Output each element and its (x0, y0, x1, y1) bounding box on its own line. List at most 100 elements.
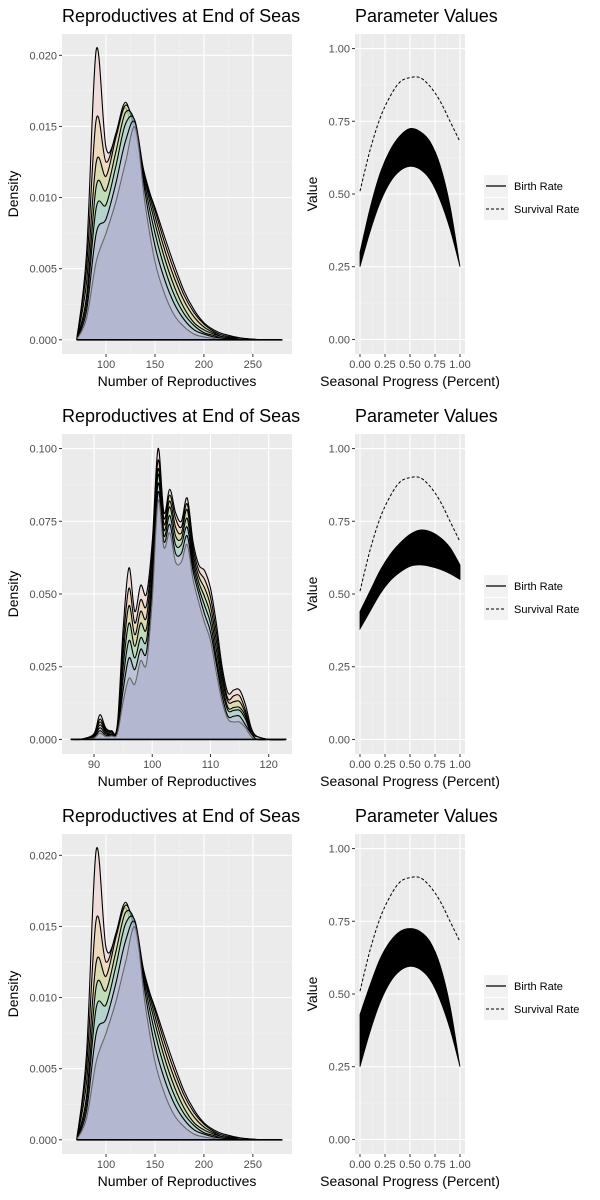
x-axis-label: Number of Reproductives (98, 373, 257, 389)
density-area (70, 491, 287, 740)
y-tick-label: 1.00 (329, 44, 350, 56)
y-tick-label: 1.00 (329, 444, 350, 456)
density-area (76, 916, 283, 1140)
gridlines (355, 834, 465, 1154)
x-tick-label: 0.25 (374, 359, 395, 371)
density-area (76, 910, 283, 1140)
x-tick-label: 0.75 (424, 759, 445, 771)
x-tick-label: 0.75 (424, 359, 445, 371)
y-tick-label: 0.00 (329, 734, 350, 746)
density-area (70, 499, 287, 740)
y-tick-label: 0.25 (329, 1062, 350, 1074)
chart-title: Reproductives at End of Seas (62, 406, 300, 426)
y-axis-label: Density (5, 971, 21, 1018)
x-tick-label: 0.50 (399, 359, 420, 371)
x-tick-label: 250 (244, 1159, 262, 1171)
y-tick-label: 0.050 (29, 589, 57, 601)
x-tick-label: 0.75 (424, 1159, 445, 1171)
density-series (76, 847, 283, 1141)
x-tick-label: 1.00 (449, 359, 470, 371)
density-line (76, 109, 283, 341)
x-tick-label: 150 (146, 359, 164, 371)
density-area (76, 921, 283, 1140)
y-tick-label: 0.00 (329, 1134, 350, 1146)
density-area (76, 105, 283, 340)
legend: Birth Rate Survival Rate (484, 175, 579, 220)
y-tick-label: 0.005 (29, 264, 57, 276)
x-tick-label: 120 (260, 759, 278, 771)
y-tick-label: 0.010 (29, 993, 57, 1005)
survival-rate-line (359, 76, 461, 192)
legend-label: Birth Rate (514, 981, 563, 993)
parameter-chart: 0.00 0.25 0.50 0.75 1.00 0.00 0.25 0.50 0.75 1.00… (304, 806, 500, 1189)
parameter-chart: 0.00 0.25 0.50 0.75 1.00 0.00 0.25 0.50 0.75 1.00… (304, 6, 500, 389)
chart-title: Parameter Values (355, 406, 498, 426)
density-line (70, 468, 287, 741)
x-tick-label: 100 (97, 1159, 115, 1171)
x-tick-label: 0.50 (399, 759, 420, 771)
y-tick-label: 0.000 (29, 1135, 57, 1147)
x-axis-label: Seasonal Progress (Percent) (320, 373, 500, 389)
y-tick-label: 0.00 (329, 334, 350, 346)
birth-rate-band (359, 529, 461, 631)
density-area (76, 902, 283, 1140)
y-tick-label: 0.000 (29, 335, 57, 347)
y-tick-label: 0.25 (329, 262, 350, 274)
density-chart: 90 100 110 120 0.000 0.025 0.050 0.075 0.100 Repr… (5, 406, 300, 789)
y-axis-label: Value (304, 176, 320, 211)
x-tick-label: 150 (146, 1159, 164, 1171)
y-tick-label: 0.000 (29, 734, 57, 746)
density-line (76, 920, 283, 1141)
y-tick-label: 0.005 (29, 1064, 57, 1076)
density-line (76, 120, 283, 341)
density-area (76, 126, 283, 340)
survival-rate-line (359, 476, 461, 592)
density-line (76, 847, 283, 1141)
y-tick-label: 0.020 (29, 850, 57, 862)
x-tick-label: 0.25 (374, 1159, 395, 1171)
x-tick-label: 90 (88, 759, 100, 771)
y-tick-label: 0.25 (329, 662, 350, 674)
density-area (76, 47, 283, 340)
density-area (70, 474, 287, 740)
x-tick-label: 100 (143, 759, 161, 771)
y-tick-label: 0.75 (329, 916, 350, 928)
density-area (70, 468, 287, 740)
y-tick-label: 0.75 (329, 516, 350, 528)
legend: Birth Rate Survival Rate (484, 575, 579, 620)
legend-label: Survival Rate (514, 604, 579, 616)
x-tick-label: 100 (97, 359, 115, 371)
chart-title: Reproductives at End of Seas (62, 6, 300, 26)
density-chart: 100 150 200 250 0.000 0.005 0.010 0.015 0.020 Rep… (5, 806, 300, 1189)
density-series (70, 447, 287, 741)
x-tick-label: 0.00 (349, 759, 370, 771)
gridlines (355, 34, 465, 354)
legend: Birth Rate Survival Rate (484, 975, 579, 1020)
birth-rate-band (359, 928, 461, 1067)
density-area (76, 102, 283, 340)
density-area (76, 121, 283, 340)
chart-title: Reproductives at End of Seas (62, 806, 300, 826)
x-tick-label: 0.50 (399, 1159, 420, 1171)
density-line (70, 499, 287, 741)
x-axis-label: Number of Reproductives (98, 1173, 257, 1189)
legend-label: Birth Rate (514, 181, 563, 193)
gridlines (62, 34, 292, 354)
survival-rate-line (359, 876, 461, 992)
density-area (76, 110, 283, 340)
y-axis-label: Density (5, 171, 21, 218)
y-axis-label: Density (5, 571, 21, 618)
y-tick-label: 0.50 (329, 189, 350, 201)
x-axis-label: Seasonal Progress (Percent) (320, 773, 500, 789)
x-tick-label: 200 (195, 1159, 213, 1171)
y-tick-label: 0.50 (329, 989, 350, 1001)
birth-rate-band (359, 127, 461, 267)
density-area (76, 116, 283, 340)
y-tick-label: 0.020 (29, 50, 57, 62)
density-line (76, 47, 283, 341)
x-axis-label: Seasonal Progress (Percent) (320, 1173, 500, 1189)
y-tick-label: 0.100 (29, 444, 57, 456)
x-tick-label: 1.00 (449, 1159, 470, 1171)
